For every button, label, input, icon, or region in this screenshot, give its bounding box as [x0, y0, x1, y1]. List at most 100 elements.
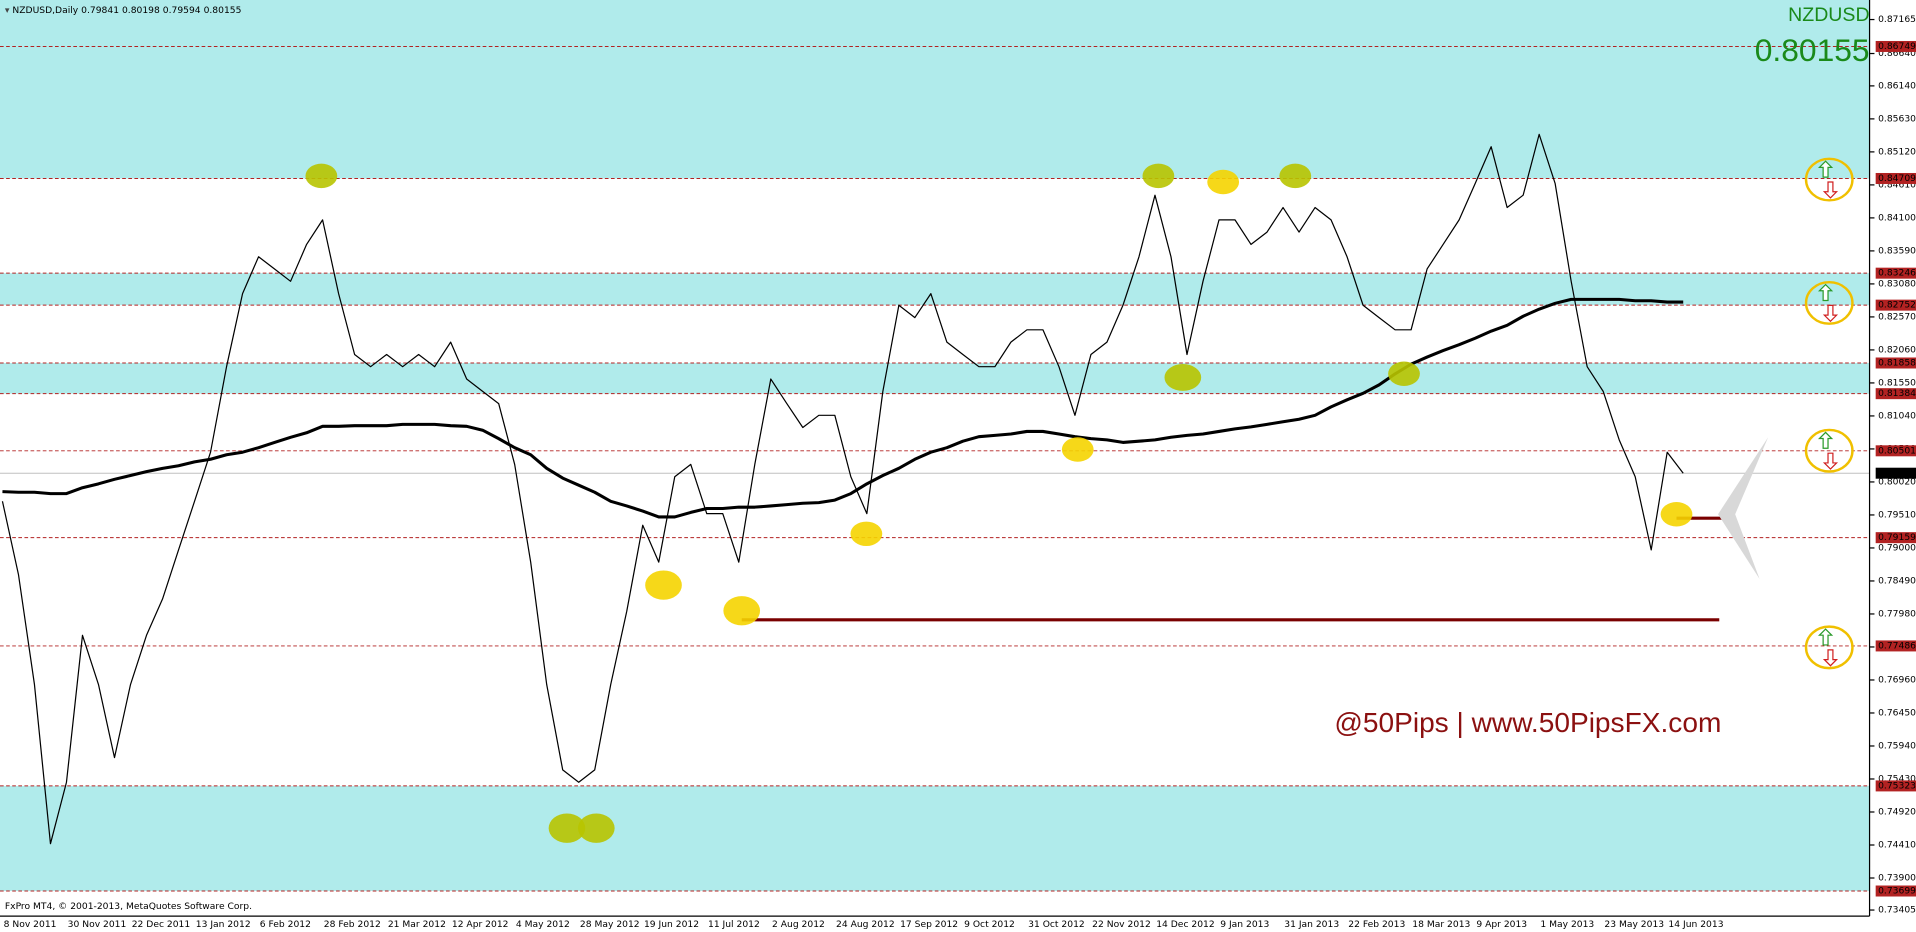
level-label-box — [1875, 885, 1916, 897]
y-tick-label: 0.82060 — [1878, 344, 1916, 355]
level-label: 0.84709 — [1878, 173, 1916, 184]
y-tick-label: 0.86140 — [1878, 80, 1916, 91]
symbol-period: NZDUSD,Daily — [12, 4, 78, 15]
highlight-ellipse — [1164, 364, 1202, 391]
low-value: 0.79594 — [163, 4, 201, 15]
y-tick-label: 0.79000 — [1878, 542, 1916, 553]
y-tick-label: 0.73900 — [1878, 873, 1916, 884]
y-tick-label: 0.76960 — [1878, 674, 1916, 685]
zones-layer — [0, 0, 1870, 892]
wedge-shape — [1718, 437, 1769, 579]
x-tick-label: 6 Feb 2012 — [260, 919, 311, 930]
x-tick-label: 22 Nov 2012 — [1092, 919, 1151, 930]
highlight-ellipse — [1207, 169, 1240, 195]
y-tick-label: 0.81040 — [1878, 410, 1916, 421]
level-label: 0.75323 — [1878, 780, 1916, 791]
x-tick-label: 14 Dec 2012 — [1156, 919, 1215, 930]
level-label: 0.83246 — [1878, 268, 1916, 279]
level-label-box — [1875, 780, 1916, 792]
y-tick-label: 0.81550 — [1878, 377, 1916, 388]
price-line — [1, 133, 1684, 845]
y-tick-label: 0.86640 — [1878, 48, 1916, 59]
y-tick-label: 0.80020 — [1878, 476, 1916, 487]
x-tick-label: 13 Jan 2012 — [196, 919, 251, 930]
x-tick-label: 17 Sep 2012 — [900, 919, 958, 930]
y-tick-label: 0.73405 — [1878, 905, 1916, 916]
level-label: 0.80501 — [1878, 445, 1916, 456]
highlight-ellipse — [305, 163, 338, 189]
level-label-box — [1875, 388, 1916, 400]
signal-icon — [1804, 625, 1854, 670]
y-tick-label: 0.76450 — [1878, 707, 1916, 718]
highlight-ellipse — [723, 596, 761, 626]
copyright: FxPro MT4, © 2001-2013, MetaQuotes Softw… — [5, 901, 252, 912]
level-label: 0.86749 — [1878, 41, 1916, 52]
zone-band — [0, 273, 1870, 306]
x-tick-label: 9 Oct 2012 — [964, 919, 1015, 930]
current-price-label: 0.80155 — [1878, 468, 1916, 479]
y-tick-label: 0.83080 — [1878, 278, 1916, 289]
highlight-ellipse — [1660, 502, 1693, 527]
level-label: 0.82752 — [1878, 300, 1916, 311]
x-tick-label: 9 Jan 2013 — [1220, 919, 1269, 930]
x-tick-label: 8 Nov 2011 — [4, 919, 57, 930]
y-tick-label: 0.87165 — [1878, 14, 1916, 25]
highlight-ellipse — [850, 521, 883, 547]
y-tick-label: 0.84100 — [1878, 212, 1916, 223]
y-tick-label: 0.82570 — [1878, 311, 1916, 322]
x-tick-label: 30 Nov 2011 — [68, 919, 127, 930]
x-tick-label: 4 May 2012 — [516, 919, 570, 930]
y-tick-label: 0.85630 — [1878, 113, 1916, 124]
watermark: @50Pips | www.50PipsFX.com — [1334, 707, 1721, 738]
y-tick-label: 0.85120 — [1878, 146, 1916, 157]
level-label-box — [1875, 640, 1916, 652]
level-label-box — [1875, 40, 1916, 52]
last-price-big: 0.80155 — [1755, 32, 1870, 68]
x-tick-label: 19 Jun 2012 — [644, 919, 699, 930]
level-label: 0.79159 — [1878, 532, 1916, 543]
level-label: 0.81858 — [1878, 357, 1916, 368]
highlight-ellipse — [1279, 163, 1312, 189]
x-tick-label: 24 Aug 2012 — [836, 919, 895, 930]
x-tick-label: 12 Apr 2012 — [452, 919, 509, 930]
level-label-box — [1875, 267, 1916, 279]
level-label: 0.81384 — [1878, 388, 1916, 399]
level-label-box — [1875, 299, 1916, 311]
x-tick-label: 18 Mar 2013 — [1412, 919, 1470, 930]
y-tick-label: 0.75430 — [1878, 773, 1916, 784]
y-tick-label: 0.77980 — [1878, 608, 1916, 619]
highlight-ellipse — [548, 813, 586, 843]
highlight-ellipse — [1061, 437, 1094, 462]
y-tick-label: 0.74410 — [1878, 839, 1916, 850]
x-tick-label: 28 May 2012 — [580, 919, 640, 930]
symbol-name: NZDUSD — [1788, 4, 1869, 26]
signal-icon — [1804, 157, 1854, 202]
labels-layer: 0.87165 0.86640 0.86140 0.85630 0.85120 0.846… — [4, 14, 1916, 930]
highlight-ellipse — [1142, 163, 1175, 189]
level-label-box — [1875, 172, 1916, 184]
y-tick-label: 0.83590 — [1878, 245, 1916, 256]
level-label: 0.77486 — [1878, 640, 1916, 651]
level-label-box — [1875, 445, 1916, 457]
signal-icon — [1804, 280, 1854, 325]
x-tick-label: 1 May 2013 — [1540, 919, 1594, 930]
y-tick-label: 0.75940 — [1878, 740, 1916, 751]
x-tick-label: 22 Feb 2013 — [1348, 919, 1405, 930]
highlight-ellipse — [1388, 361, 1420, 386]
levels-layer — [0, 45, 1870, 892]
x-tick-label: 21 Mar 2012 — [388, 919, 446, 930]
highlight-ellipse — [577, 813, 615, 843]
close-value: 0.80155 — [204, 4, 242, 15]
y-tick-label: 0.78490 — [1878, 575, 1916, 586]
x-tick-label: 22 Dec 2011 — [132, 919, 191, 930]
y-tick-label: 0.74920 — [1878, 806, 1916, 817]
high-value: 0.80198 — [122, 4, 160, 15]
annotations — [305, 157, 1854, 843]
axis-layer — [0, 0, 1871, 917]
zone-band — [0, 785, 1870, 892]
zone-band — [0, 362, 1870, 394]
zone-band — [0, 0, 1870, 179]
open-value: 0.79841 — [81, 4, 119, 15]
